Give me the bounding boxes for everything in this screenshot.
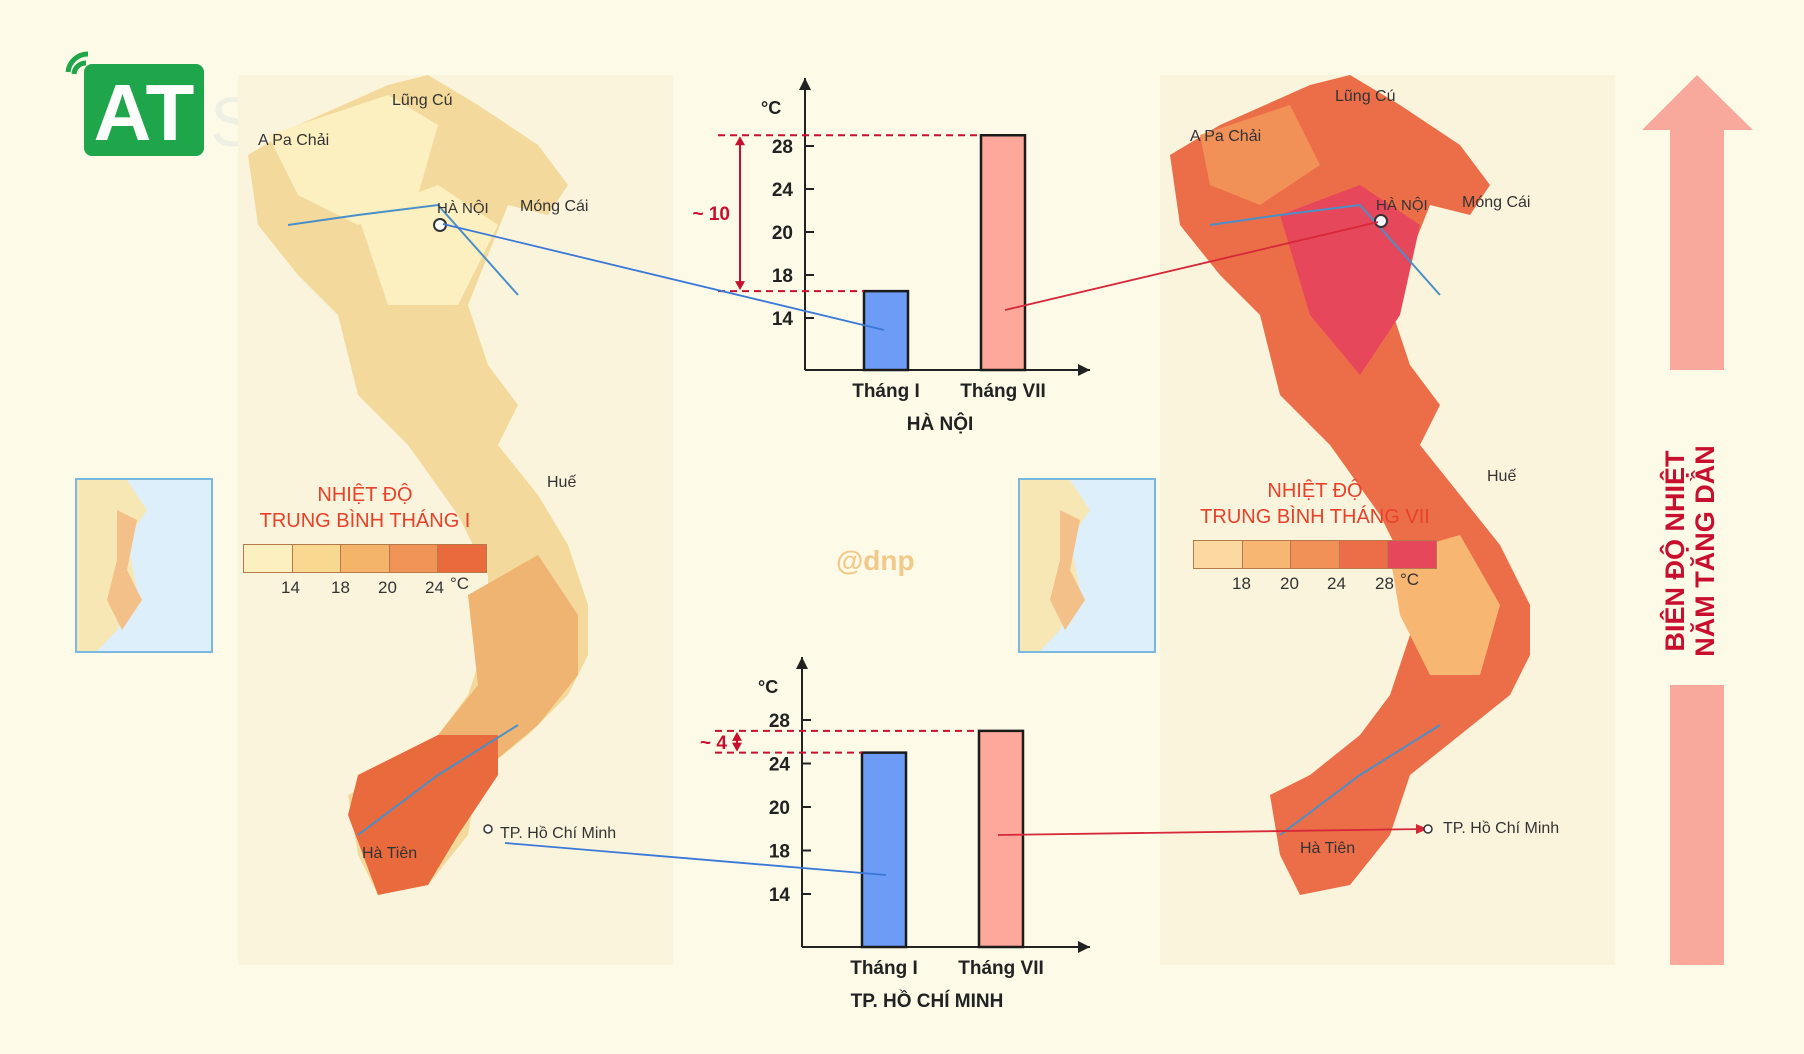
place-mong-cai: Móng Cái xyxy=(1462,194,1531,211)
side-label-line1: BIÊN ĐỘ NHIỆT xyxy=(1660,450,1690,652)
y-tick-label: 28 xyxy=(769,711,790,732)
place-ha-noi: HÀ NỘI xyxy=(1376,197,1428,214)
legend-swatch xyxy=(1242,541,1292,568)
legend-title-line1: NHIỆT ĐỘ xyxy=(1267,480,1363,502)
july-temperature-map xyxy=(1160,75,1615,965)
legend-tick: 24 xyxy=(425,578,444,597)
place-ha-noi: HÀ NỘI xyxy=(437,200,489,217)
place-hcm: TP. Hồ Chí Minh xyxy=(1443,820,1560,837)
bar-january xyxy=(860,751,908,949)
range-arrow-head xyxy=(735,281,745,291)
legend-swatch xyxy=(341,545,390,572)
legend-title-line1: NHIỆT ĐỘ xyxy=(317,484,413,506)
connector-hcm-jul xyxy=(997,828,1427,836)
city-marker-hcm xyxy=(1423,824,1433,834)
y-tick-label: 14 xyxy=(769,885,791,906)
place-mong-cai: Móng Cái xyxy=(520,198,589,215)
city-marker xyxy=(1374,214,1388,228)
y-axis-arrow xyxy=(796,657,808,669)
legend-tick: 20 xyxy=(1280,574,1299,593)
bar-july xyxy=(977,729,1025,949)
chart-title: TP. HỒ CHÍ MINH xyxy=(851,990,1004,1012)
range-arrow-head xyxy=(732,742,742,752)
chart-title: HÀ NỘI xyxy=(907,413,974,435)
legend-swatch xyxy=(1339,541,1389,568)
place-a-pa-chai: A Pa Chải xyxy=(1190,128,1262,145)
legend-tick: 28 xyxy=(1375,574,1394,593)
legend-unit: °C xyxy=(1400,570,1420,589)
legend-swatch xyxy=(1388,541,1436,568)
side-label: BIÊN ĐỘ NHIỆT NĂM TĂNG DẦN xyxy=(1660,371,1720,731)
legend-tick: 18 xyxy=(1232,574,1251,593)
y-tick-label: 18 xyxy=(769,842,790,863)
category-label: Tháng VII xyxy=(960,381,1046,402)
x-axis-arrow xyxy=(1078,364,1090,376)
legend-swatch xyxy=(389,545,439,572)
legend-tick: 18 xyxy=(331,578,350,597)
y-tick-label: 24 xyxy=(772,180,794,201)
legend-scale-right xyxy=(1193,540,1437,569)
legend-title-line2: TRUNG BÌNH THÁNG I xyxy=(259,510,471,532)
category-label: Tháng VII xyxy=(958,958,1044,979)
y-axis-arrow xyxy=(799,78,811,90)
x-axis-arrow xyxy=(1078,941,1090,953)
watermark: @dnp xyxy=(836,545,915,576)
legend-tick: 24 xyxy=(1327,574,1346,593)
january-temperature-map xyxy=(238,75,673,965)
place-a-pa-chai: A Pa Chải xyxy=(258,132,330,149)
inset-map-left xyxy=(75,478,213,653)
range-annotation: ~ 4 xyxy=(700,733,727,754)
connector-hanoi-jan xyxy=(442,223,885,331)
legend-tick: 14 xyxy=(281,578,300,597)
logo: AT S xyxy=(60,50,257,170)
legend-swatch xyxy=(292,545,342,572)
place-hue: Huế xyxy=(1487,468,1517,485)
place-hue: Huế xyxy=(547,474,577,491)
place-lung-cu: Lũng Cú xyxy=(392,92,453,109)
increase-arrow xyxy=(1640,75,1755,965)
inset-map-right xyxy=(1018,478,1156,653)
legend-swatch xyxy=(1291,541,1340,568)
range-arrow-head xyxy=(732,731,742,741)
legend-tick: 20 xyxy=(378,578,397,597)
city-marker-hcm xyxy=(483,824,493,834)
y-tick-label: 24 xyxy=(769,755,791,776)
side-label-line2: NĂM TĂNG DẦN xyxy=(1690,445,1720,657)
category-label: Tháng I xyxy=(850,958,918,979)
connector-arrow-head xyxy=(1416,824,1428,834)
place-ha-tien: Hà Tiên xyxy=(362,845,418,862)
legend-swatch xyxy=(438,545,486,572)
y-tick-label: 20 xyxy=(772,223,793,244)
legend-swatch xyxy=(1194,541,1243,568)
place-hcm: TP. Hồ Chí Minh xyxy=(500,825,617,842)
y-axis-label: °C xyxy=(758,677,778,697)
range-arrow-head xyxy=(735,136,745,146)
bar-july xyxy=(979,134,1027,372)
y-tick-label: 14 xyxy=(772,309,794,330)
y-tick-label: 18 xyxy=(772,266,793,287)
y-tick-label: 28 xyxy=(772,137,793,158)
legend-swatch xyxy=(244,545,293,572)
category-label: Tháng I xyxy=(852,381,920,402)
legend-unit: °C xyxy=(450,574,470,593)
place-ha-tien: Hà Tiên xyxy=(1300,840,1356,857)
connector-hcm-jan xyxy=(504,842,887,876)
place-lung-cu: Lũng Cú xyxy=(1335,88,1396,105)
y-tick-label: 20 xyxy=(769,798,790,819)
range-annotation: ~ 10 xyxy=(692,204,730,225)
logo-text: AT xyxy=(94,68,195,157)
legend-scale-left xyxy=(243,544,487,573)
bar-january xyxy=(862,289,910,372)
y-axis-label: °C xyxy=(761,98,781,118)
legend-title-line2: TRUNG BÌNH THÁNG VII xyxy=(1200,506,1430,528)
connector-hanoi-jul xyxy=(1004,221,1379,311)
